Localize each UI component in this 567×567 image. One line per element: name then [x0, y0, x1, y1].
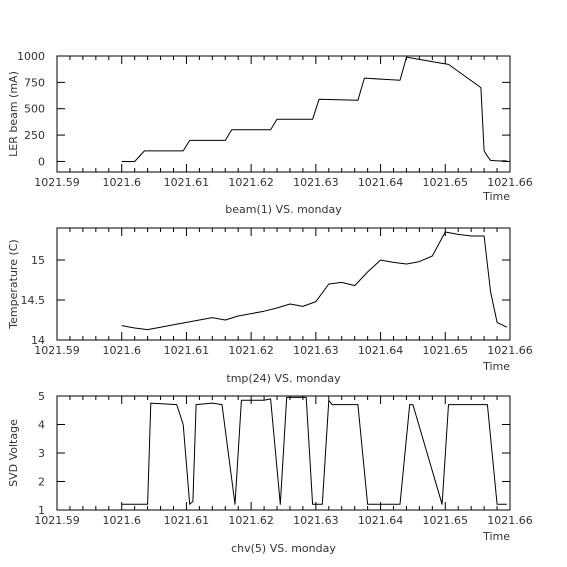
x-tick-label: 1021.62 [228, 176, 274, 189]
plot-frame-1 [56, 55, 511, 173]
y-tick-label: 750 [24, 76, 45, 89]
x-tick-label: 1021.59 [34, 176, 80, 189]
x-tick-label: 1021.65 [423, 176, 469, 189]
series-line-3 [121, 396, 507, 505]
x-tick-label: 1021.65 [423, 514, 469, 527]
x-tick-label: 1021.63 [293, 344, 339, 357]
x-tick-label: 1021.64 [358, 514, 404, 527]
chart-title: beam(1) VS. monday [225, 203, 342, 216]
x-tick-label: 1021.64 [358, 344, 404, 357]
x-tick-label: 1021.6 [102, 344, 141, 357]
x-tick-label: 1021.66 [487, 344, 533, 357]
y-axis-label: LER beam (mA) [7, 71, 20, 157]
x-tick-label: 1021.62 [228, 514, 274, 527]
y-tick-label: 5 [38, 390, 45, 403]
y-tick-label: 14 [31, 334, 45, 347]
x-tick-label: 1021.59 [34, 514, 80, 527]
y-tick-label: 1 [38, 504, 45, 517]
x-axis-label: Time [482, 190, 510, 203]
x-tick-label: 1021.61 [164, 176, 210, 189]
series-line-1 [121, 56, 507, 162]
x-tick-label: 1021.66 [487, 514, 533, 527]
x-tick-label: 1021.6 [102, 514, 141, 527]
y-tick-label: 250 [24, 129, 45, 142]
y-tick-label: 15 [31, 254, 45, 267]
y-tick-label: 0 [38, 155, 45, 168]
y-axis-label: SVD Voltage [7, 419, 20, 487]
x-tick-label: 1021.64 [358, 176, 404, 189]
plot-frame-2 [56, 227, 511, 341]
y-tick-label: 1000 [17, 50, 45, 63]
series-line-2 [121, 231, 508, 331]
x-tick-label: 1021.62 [228, 344, 274, 357]
x-tick-label: 1021.63 [293, 176, 339, 189]
y-tick-label: 2 [38, 476, 45, 489]
x-tick-label: 1021.66 [487, 176, 533, 189]
x-axis-label: Time [482, 530, 510, 543]
x-tick-label: 1021.6 [102, 176, 141, 189]
x-tick-label: 1021.61 [164, 344, 210, 357]
x-tick-label: 1021.63 [293, 514, 339, 527]
x-tick-label: 1021.65 [423, 344, 469, 357]
y-tick-label: 4 [38, 419, 45, 432]
y-tick-label: 3 [38, 447, 45, 460]
x-tick-label: 1021.61 [164, 514, 210, 527]
x-axis-label: Time [482, 360, 510, 373]
y-axis-label: Temperature (C) [7, 239, 20, 329]
x-tick-label: 1021.59 [34, 344, 80, 357]
chart-title: chv(5) VS. monday [231, 542, 336, 555]
y-tick-label: 14.5 [21, 294, 46, 307]
y-tick-label: 500 [24, 103, 45, 116]
chart-title: tmp(24) VS. monday [226, 372, 341, 385]
